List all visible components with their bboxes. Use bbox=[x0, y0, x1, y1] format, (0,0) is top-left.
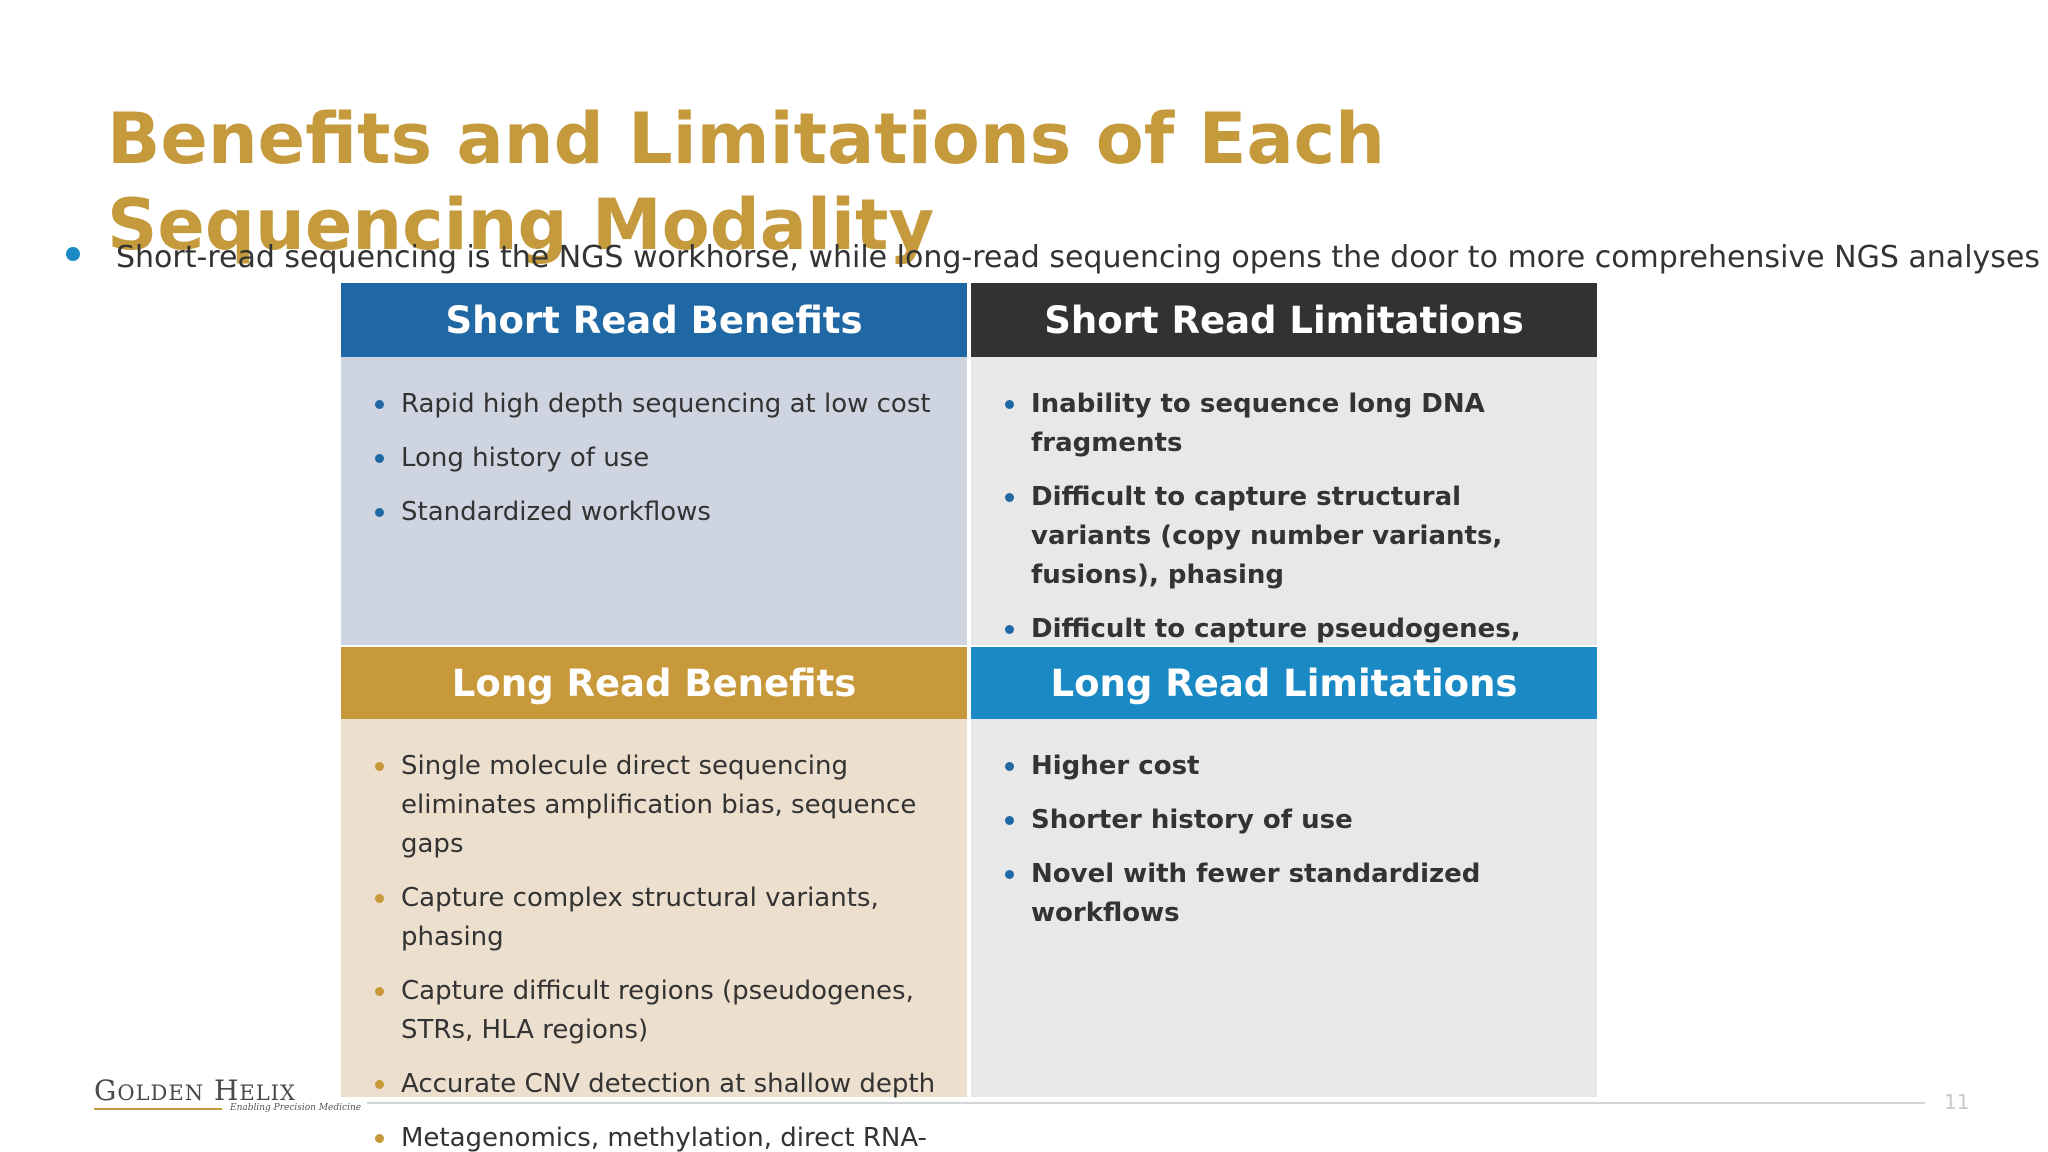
quadrant-body: Rapid high depth sequencing at low cost … bbox=[341, 357, 967, 645]
bullet-dot-icon bbox=[1005, 870, 1014, 879]
logo-text-olden: OLDEN bbox=[117, 1081, 205, 1105]
list-item: Rapid high depth sequencing at low cost bbox=[371, 385, 953, 424]
quadrant-short-read-limitations: Short Read Limitations Inability to sequ… bbox=[971, 283, 1597, 683]
quadrant-body: Higher cost Shorter history of use Novel… bbox=[971, 719, 1597, 1097]
list-item-text: Novel with fewer standardized workflows bbox=[1031, 859, 1481, 928]
list-item: Difficult to capture structural variants… bbox=[1001, 478, 1583, 595]
bullet-dot-icon bbox=[375, 400, 384, 409]
list-item-text: Rapid high depth sequencing at low cost bbox=[401, 389, 931, 419]
list-item-text: Difficult to capture structural variants… bbox=[1031, 482, 1503, 590]
quadrant-header-label: Long Read Limitations bbox=[1050, 661, 1518, 705]
list-item: Shorter history of use bbox=[1001, 801, 1583, 840]
list-item: Long history of use bbox=[371, 439, 953, 478]
quadrant-header: Short Read Benefits bbox=[341, 283, 967, 357]
bullet-dot-icon bbox=[375, 762, 384, 771]
footer-divider bbox=[367, 1102, 1925, 1104]
logo-text-elix: ELIX bbox=[239, 1081, 296, 1105]
quadrant-short-read-benefits: Short Read Benefits Rapid high depth seq… bbox=[341, 283, 967, 645]
list-item: Capture complex structural variants, pha… bbox=[371, 879, 953, 957]
list-item: Accurate CNV detection at shallow depth bbox=[371, 1065, 953, 1104]
quadrant-body: Inability to sequence long DNA fragments… bbox=[971, 357, 1597, 683]
slide-title: Benefits and Limitations of Each Sequenc… bbox=[107, 98, 1386, 266]
slide-subtitle: Short-read sequencing is the NGS workhor… bbox=[116, 240, 2040, 275]
quadrant-header: Short Read Limitations bbox=[971, 283, 1597, 357]
list-item: Capture difficult regions (pseudogenes, … bbox=[371, 972, 953, 1050]
list-item-text: Metagenomics, methylation, direct RNA-Se… bbox=[401, 1123, 927, 1152]
bullet-dot-icon bbox=[375, 454, 384, 463]
subtitle-bullet-icon bbox=[66, 247, 80, 261]
bullet-dot-icon bbox=[375, 1080, 384, 1089]
quadrant-header-label: Long Read Benefits bbox=[451, 661, 857, 705]
logo-initial-g: G bbox=[94, 1074, 118, 1107]
list-item: Single molecule direct sequencing elimin… bbox=[371, 747, 953, 864]
list-item: Higher cost bbox=[1001, 747, 1583, 786]
bullet-list: Inability to sequence long DNA fragments… bbox=[1001, 385, 1583, 688]
list-item-text: Capture complex structural variants, pha… bbox=[401, 883, 879, 952]
list-item-text: Inability to sequence long DNA fragments bbox=[1031, 389, 1485, 458]
bullet-dot-icon bbox=[375, 894, 384, 903]
golden-helix-logo: GOLDEN HELIX Enabling Precision Medicine bbox=[94, 1074, 361, 1114]
bullet-list: Higher cost Shorter history of use Novel… bbox=[1001, 747, 1583, 933]
quadrant-header-label: Short Read Benefits bbox=[445, 298, 863, 342]
quadrant-long-read-limitations: Long Read Limitations Higher cost Shorte… bbox=[971, 647, 1597, 1097]
bullet-dot-icon bbox=[1005, 493, 1014, 502]
page-number: 11 bbox=[1944, 1090, 1970, 1114]
quadrant-body: Single molecule direct sequencing elimin… bbox=[341, 719, 967, 1152]
logo-underline bbox=[94, 1108, 222, 1110]
list-item: Novel with fewer standardized workflows bbox=[1001, 855, 1583, 933]
list-item-text: Single molecule direct sequencing elimin… bbox=[401, 751, 917, 859]
list-item-text: Shorter history of use bbox=[1031, 805, 1353, 835]
list-item: Standardized workflows bbox=[371, 493, 953, 532]
bullet-list: Single molecule direct sequencing elimin… bbox=[371, 747, 953, 1152]
bullet-dot-icon bbox=[1005, 816, 1014, 825]
logo-initial-h: H bbox=[213, 1074, 240, 1107]
bullet-dot-icon bbox=[1005, 400, 1014, 409]
quadrant-header-label: Short Read Limitations bbox=[1044, 298, 1524, 342]
list-item-text: Long history of use bbox=[401, 443, 650, 473]
quadrant-header: Long Read Limitations bbox=[971, 647, 1597, 719]
list-item-text: Higher cost bbox=[1031, 751, 1200, 781]
bullet-dot-icon bbox=[375, 1134, 384, 1143]
bullet-dot-icon bbox=[1005, 625, 1014, 634]
bullet-dot-icon bbox=[1005, 762, 1014, 771]
list-item: Metagenomics, methylation, direct RNA-Se… bbox=[371, 1119, 953, 1152]
list-item-text: Accurate CNV detection at shallow depth bbox=[401, 1069, 936, 1099]
bullet-list: Rapid high depth sequencing at low cost … bbox=[371, 385, 953, 532]
list-item-text: Standardized workflows bbox=[401, 497, 711, 527]
logo-tagline: Enabling Precision Medicine bbox=[230, 1103, 362, 1113]
quadrant-header: Long Read Benefits bbox=[341, 647, 967, 719]
logo-wordmark: GOLDEN HELIX bbox=[94, 1074, 296, 1107]
list-item: Inability to sequence long DNA fragments bbox=[1001, 385, 1583, 463]
bullet-dot-icon bbox=[375, 987, 384, 996]
bullet-dot-icon bbox=[375, 508, 384, 517]
quadrant-long-read-benefits: Long Read Benefits Single molecule direc… bbox=[341, 647, 967, 1152]
list-item-text: Capture difficult regions (pseudogenes, … bbox=[401, 976, 914, 1045]
